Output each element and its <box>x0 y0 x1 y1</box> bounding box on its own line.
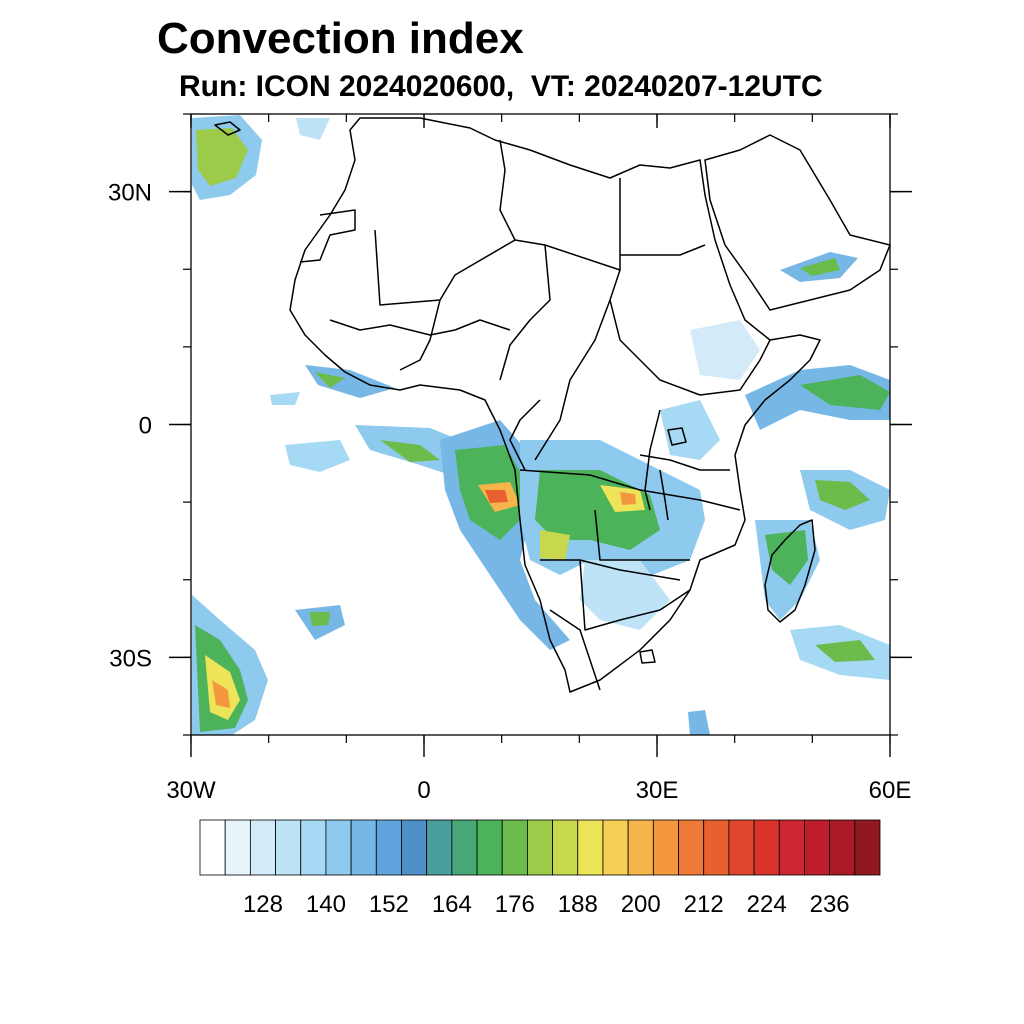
x-tick-label: 0 <box>417 777 430 804</box>
map-ticks: 30W 0 30E 60E 30N 0 30S <box>108 113 912 804</box>
colorbar-swatch <box>753 819 780 876</box>
colorbar-swatch <box>627 819 654 876</box>
colorbar-swatch <box>300 819 327 876</box>
colorbar-swatch <box>527 819 553 876</box>
colorbar-swatch <box>728 819 755 876</box>
colorbar-label: 200 <box>621 891 661 918</box>
x-tick-label: 60E <box>869 777 912 804</box>
colorbar-label: 140 <box>306 891 346 918</box>
colorbar-swatch <box>652 819 679 876</box>
chart-title: Convection index <box>157 14 524 63</box>
x-tick-label: 30E <box>636 777 679 804</box>
colorbar-swatch <box>199 819 226 876</box>
colorbar-swatch <box>602 819 629 876</box>
colorbar: 128 140 152 164 176 188 200 212 224 236 <box>199 819 881 918</box>
map-frame <box>190 113 891 736</box>
y-tick-label: 0 <box>139 413 152 440</box>
colorbar-swatch <box>778 819 805 876</box>
colorbar-swatch <box>854 819 881 876</box>
colorbar-swatch <box>829 819 856 876</box>
colorbar-label: 212 <box>684 891 724 918</box>
convection-field <box>192 115 890 735</box>
colorbar-swatch <box>703 819 730 876</box>
colorbar-swatch <box>275 819 302 876</box>
colorbar-label: 224 <box>747 891 787 918</box>
colorbar-label: 128 <box>243 891 283 918</box>
colorbar-swatch <box>249 819 276 876</box>
colorbar-swatch <box>451 819 478 876</box>
colorbar-swatch <box>552 819 579 876</box>
chart-subtitle: Run: ICON 2024020600, VT: 20240207-12UTC <box>179 70 823 103</box>
y-tick-label: 30S <box>109 645 152 672</box>
colorbar-swatch <box>577 819 604 876</box>
colorbar-swatch <box>401 819 428 876</box>
colorbar-swatch <box>426 819 453 876</box>
colorbar-swatch <box>476 819 503 876</box>
colorbar-swatch <box>501 819 528 876</box>
colorbar-label: 176 <box>495 891 535 918</box>
colorbar-swatch <box>375 819 402 876</box>
colorbar-label: 236 <box>810 891 850 918</box>
colorbar-label: 152 <box>369 891 409 918</box>
colorbar-label: 188 <box>558 891 598 918</box>
colorbar-swatch <box>224 819 251 876</box>
coastlines-and-borders <box>214 117 891 693</box>
y-tick-label: 30N <box>108 180 152 207</box>
colorbar-label: 164 <box>432 891 472 918</box>
colorbar-swatch <box>804 819 831 876</box>
colorbar-swatch <box>325 819 352 876</box>
colorbar-swatch <box>350 819 377 876</box>
x-tick-label: 30W <box>166 777 216 804</box>
colorbar-swatch <box>678 819 705 876</box>
